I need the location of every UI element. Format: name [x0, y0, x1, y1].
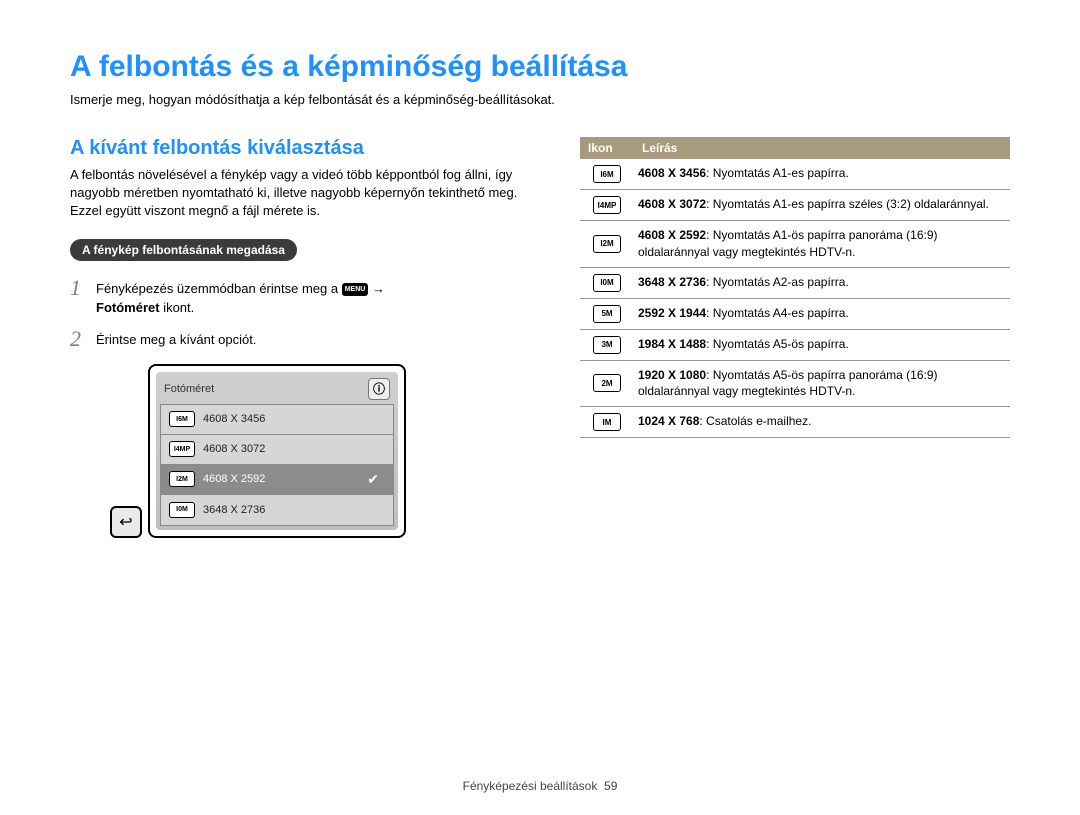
page-intro: Ismerje meg, hogyan módósíthatja a kép f…	[70, 92, 1010, 107]
back-button[interactable]: ↩	[110, 506, 142, 538]
table-row: 5M 2592 X 1944: Nyomtatás A4-es papírra.	[580, 299, 1010, 330]
table-icon-cell: 3M	[580, 330, 634, 360]
list-item[interactable]: I0M 3648 X 2736	[161, 495, 393, 525]
screen-title: Fotóméret	[164, 383, 214, 395]
table-icon-cell: 2M	[580, 361, 634, 407]
step2-text: Érintse meg a kívánt opciót.	[96, 328, 256, 350]
back-icon: ↩	[119, 512, 132, 532]
step1-pre: Fényképezés üzemmódban érintse meg a	[96, 281, 342, 296]
left-column: A kívánt felbontás kiválasztása A felbon…	[70, 137, 540, 538]
th-leiras: Leírás	[634, 137, 1010, 159]
right-column: Ikon Leírás I6M4608 X 3456: Nyomtatás A1…	[580, 137, 1010, 538]
list-item-label: 3648 X 2736	[203, 504, 265, 516]
step-number: 2	[70, 328, 96, 350]
table-icon-cell: I4MP	[580, 190, 634, 220]
resolution-icon: I0M	[169, 502, 195, 518]
resolution-bold: 2592 X 1944	[638, 306, 706, 320]
resolution-icon: I4MP	[593, 196, 621, 214]
table-desc-cell: 3648 X 2736: Nyomtatás A2-as papírra.	[634, 268, 1010, 298]
resolution-icon: I0M	[593, 274, 621, 292]
table-header: Ikon Leírás	[580, 137, 1010, 159]
resolution-icon: I4MP	[169, 441, 195, 457]
resolution-text: : Nyomtatás A2-as papírra.	[706, 275, 849, 289]
page-footer: Fényképezési beállítások 59	[0, 779, 1080, 793]
step-1: 1 Fényképezés üzemmódban érintse meg a M…	[70, 277, 540, 318]
resolution-table-body: I6M 4608 X 3456: Nyomtatás A1-es papírra.…	[580, 159, 1010, 438]
step-2: 2 Érintse meg a kívánt opciót.	[70, 328, 540, 350]
table-desc-cell: 4608 X 2592: Nyomtatás A1-ös papírra pan…	[634, 221, 1010, 267]
resolution-icon: 3M	[593, 336, 621, 354]
table-row: IM 1024 X 768: Csatolás e-mailhez.	[580, 407, 1010, 438]
resolution-text: : Nyomtatás A5-ös papírra.	[706, 337, 849, 351]
resolution-bold: 4608 X 3072	[638, 197, 706, 211]
list-item-label: 4608 X 3456	[203, 413, 265, 425]
resolution-icon: 2M	[593, 374, 621, 392]
resolution-icon: I6M	[593, 165, 621, 183]
resolution-bold: 3648 X 2736	[638, 275, 706, 289]
table-desc-cell: 2592 X 1944: Nyomtatás A4-es papírra.	[634, 299, 1010, 329]
table-desc-cell: 1984 X 1488: Nyomtatás A5-ös papírra.	[634, 330, 1010, 360]
resolution-bold: 1024 X 768	[638, 414, 699, 428]
table-row: I2M 4608 X 2592: Nyomtatás A1-ös papírra …	[580, 221, 1010, 268]
table-icon-cell: 5M	[580, 299, 634, 329]
table-desc-cell: 4608 X 3456: Nyomtatás A1-es papírra.	[634, 159, 1010, 189]
camera-screen-mock: ↩ Fotóméret ⓘ I6M 4608 X 3456 I4MP 4608 X 3…	[110, 364, 540, 538]
resolution-icon: I2M	[169, 471, 195, 487]
resolution-text: : Nyomtatás A1-es papírra.	[706, 166, 849, 180]
subsection-pill: A fénykép felbontásának megadása	[70, 239, 297, 261]
table-row: I4MP 4608 X 3072: Nyomtatás A1-es papírra…	[580, 190, 1010, 221]
table-row: I6M 4608 X 3456: Nyomtatás A1-es papírra.	[580, 159, 1010, 190]
resolution-bold: 4608 X 2592	[638, 228, 706, 242]
table-desc-cell: 1920 X 1080: Nyomtatás A5-ös papírra pan…	[634, 361, 1010, 407]
info-icon: ⓘ	[373, 380, 385, 397]
th-ikon: Ikon	[580, 137, 634, 159]
table-icon-cell: I2M	[580, 221, 634, 267]
footer-page: 59	[604, 779, 617, 793]
check-icon: ✔	[367, 471, 385, 488]
table-icon-cell: I6M	[580, 159, 634, 189]
footer-label: Fényképezési beállítások	[463, 779, 598, 793]
resolution-icon: I2M	[593, 235, 621, 253]
table-row: 3M 1984 X 1488: Nyomtatás A5-ös papírra.	[580, 330, 1010, 361]
resolution-list: I6M 4608 X 3456 I4MP 4608 X 3072 I2M 4608 X 2…	[160, 404, 394, 526]
info-button[interactable]: ⓘ	[368, 378, 390, 400]
menu-icon: MENU	[342, 283, 369, 296]
resolution-bold: 4608 X 3456	[638, 166, 706, 180]
resolution-text: : Nyomtatás A4-es papírra.	[706, 306, 849, 320]
section-heading: A kívánt felbontás kiválasztása	[70, 137, 540, 160]
resolution-bold: 1920 X 1080	[638, 368, 706, 382]
table-row: I0M 3648 X 2736: Nyomtatás A2-as papírra.	[580, 268, 1010, 299]
list-item[interactable]: I6M 4608 X 3456	[161, 405, 393, 435]
table-desc-cell: 4608 X 3072: Nyomtatás A1-es papírra szé…	[634, 190, 1010, 220]
table-icon-cell: IM	[580, 407, 634, 437]
resolution-text: : Csatolás e-mailhez.	[699, 414, 811, 428]
list-item[interactable]: I4MP 4608 X 3072	[161, 435, 393, 465]
list-item-label: 4608 X 3072	[203, 443, 265, 455]
resolution-icon: I6M	[169, 411, 195, 427]
table-icon-cell: I0M	[580, 268, 634, 298]
resolution-text: : Nyomtatás A1-es papírra széles (3:2) o…	[706, 197, 989, 211]
step1-post: ikont.	[163, 300, 194, 315]
list-item[interactable]: I2M 4608 X 2592 ✔	[161, 465, 393, 495]
resolution-icon: IM	[593, 413, 621, 431]
step-number: 1	[70, 277, 96, 318]
section-body: A felbontás növelésével a fénykép vagy a…	[70, 166, 540, 221]
step1-bold: Fotóméret	[96, 300, 160, 315]
list-item-label: 4608 X 2592	[203, 473, 265, 485]
table-row: 2M 1920 X 1080: Nyomtatás A5-ös papírra p…	[580, 361, 1010, 408]
page-title: A felbontás és a képminőség beállítása	[70, 50, 1010, 84]
resolution-bold: 1984 X 1488	[638, 337, 706, 351]
resolution-icon: 5M	[593, 305, 621, 323]
step1-arrow: →	[372, 281, 385, 296]
table-desc-cell: 1024 X 768: Csatolás e-mailhez.	[634, 407, 1010, 437]
